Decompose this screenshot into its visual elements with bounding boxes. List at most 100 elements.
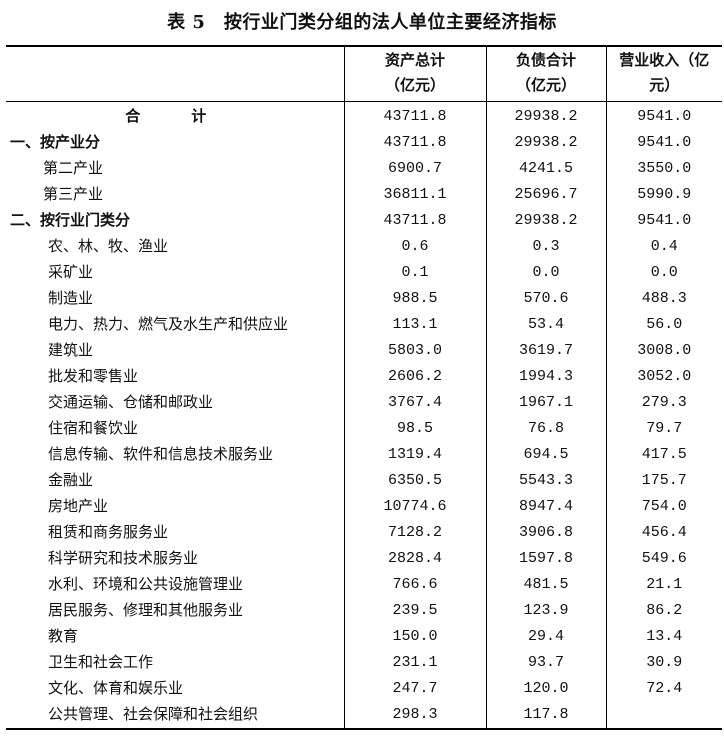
- row-label: 卫生和社会工作: [48, 655, 154, 671]
- table-row: 住宿和餐饮业 98.5 76.8 79.7: [6, 416, 722, 442]
- row-label: 租赁和商务服务业: [48, 525, 169, 541]
- cell-total-assets: 113.1: [343, 312, 486, 338]
- cell-total-assets: 150.0: [343, 624, 486, 650]
- cell-operating-revenue: 30.9: [605, 650, 722, 676]
- cell-operating-revenue: 9541.0: [605, 208, 722, 234]
- row-label: 房地产业: [48, 499, 109, 515]
- header-row: 资产总计 （亿元） 负债合计 （亿元） 营业收入（亿 元）: [6, 46, 722, 102]
- cell-operating-revenue: 0.4: [605, 234, 722, 260]
- cell-total-assets: 98.5: [343, 416, 486, 442]
- cell-total-assets: 298.3: [343, 702, 486, 729]
- cell-total-liabilities: 53.4: [485, 312, 606, 338]
- cell-total-assets: 36811.1: [343, 182, 486, 208]
- cell-total-liabilities: 481.5: [485, 572, 606, 598]
- table-row: 电力、热力、燃气及水生产和供应业 113.1 53.4 56.0: [6, 312, 722, 338]
- cell-total-liabilities: 29.4: [485, 624, 606, 650]
- table-row: 一、按产业分 43711.8 29938.2 9541.0: [6, 130, 722, 156]
- cell-operating-revenue: 9541.0: [605, 130, 722, 156]
- table-row: 建筑业 5803.0 3619.7 3008.0: [6, 338, 722, 364]
- cell-total-liabilities: 694.5: [485, 442, 606, 468]
- cell-total-liabilities: 76.8: [485, 416, 606, 442]
- row-label: 公共管理、社会保障和社会组织: [48, 707, 259, 723]
- row-label: 交通运输、仓储和邮政业: [48, 395, 214, 411]
- cell-operating-revenue: 3008.0: [605, 338, 722, 364]
- cell-operating-revenue: 72.4: [605, 676, 722, 702]
- row-label: 建筑业: [48, 343, 94, 359]
- table-row: 二、按行业门类分 43711.8 29938.2 9541.0: [6, 208, 722, 234]
- cell-total-liabilities: 8947.4: [485, 494, 606, 520]
- cell-total-liabilities: 1967.1: [485, 390, 606, 416]
- cell-operating-revenue: 279.3: [605, 390, 722, 416]
- cell-operating-revenue: 456.4: [605, 520, 722, 546]
- table-row: 水利、环境和公共设施管理业 766.6 481.5 21.1: [6, 572, 722, 598]
- table-row: 金融业 6350.5 5543.3 175.7: [6, 468, 722, 494]
- cell-total-assets: 247.7: [343, 676, 486, 702]
- table-row: 农、林、牧、渔业 0.6 0.3 0.4: [6, 234, 722, 260]
- cell-operating-revenue: [605, 702, 722, 729]
- row-label: 批发和零售业: [48, 369, 139, 385]
- cell-total-liabilities: 123.9: [485, 598, 606, 624]
- table-row: 批发和零售业 2606.2 1994.3 3052.0: [6, 364, 722, 390]
- cell-total-liabilities: 570.6: [485, 286, 606, 312]
- row-label: 文化、体育和娱乐业: [48, 681, 184, 697]
- row-label: 住宿和餐饮业: [48, 421, 139, 437]
- cell-total-assets: 2828.4: [343, 546, 486, 572]
- cell-total-assets: 43711.8: [343, 208, 486, 234]
- cell-total-assets: 2606.2: [343, 364, 486, 390]
- row-label: 农、林、牧、渔业: [48, 239, 169, 255]
- cell-total-liabilities: 93.7: [485, 650, 606, 676]
- row-label: 一、按产业分: [10, 135, 101, 151]
- cell-total-assets: 3767.4: [343, 390, 486, 416]
- cell-total-assets: 6900.7: [343, 156, 486, 182]
- cell-total-liabilities: 29938.2: [485, 130, 606, 156]
- table-row: 房地产业 10774.6 8947.4 754.0: [6, 494, 722, 520]
- cell-operating-revenue: 3550.0: [605, 156, 722, 182]
- table-row: 租赁和商务服务业 7128.2 3906.8 456.4: [6, 520, 722, 546]
- cell-operating-revenue: 754.0: [605, 494, 722, 520]
- economic-indicators-table: 资产总计 （亿元） 负债合计 （亿元） 营业收入（亿 元） 合 计 43711.8 299…: [6, 45, 722, 730]
- table-row: 文化、体育和娱乐业 247.7 120.0 72.4: [6, 676, 722, 702]
- header-operating-revenue: 营业收入（亿 元）: [605, 46, 722, 102]
- cell-operating-revenue: 175.7: [605, 468, 722, 494]
- cell-operating-revenue: 79.7: [605, 416, 722, 442]
- cell-total-assets: 239.5: [343, 598, 486, 624]
- cell-total-assets: 0.6: [343, 234, 486, 260]
- cell-total-assets: 10774.6: [343, 494, 486, 520]
- row-label: 居民服务、修理和其他服务业: [48, 603, 244, 619]
- table-row: 合 计 43711.8 29938.2 9541.0: [6, 101, 722, 130]
- cell-total-assets: 43711.8: [343, 130, 486, 156]
- cell-total-assets: 988.5: [343, 286, 486, 312]
- cell-operating-revenue: 21.1: [605, 572, 722, 598]
- row-label: 第二产业: [43, 161, 104, 177]
- row-label: 第三产业: [43, 187, 104, 203]
- table-title: 表 5 按行业门类分组的法人单位主要经济指标: [167, 12, 557, 33]
- cell-total-assets: 43711.8: [343, 101, 486, 130]
- table-row: 居民服务、修理和其他服务业 239.5 123.9 86.2: [6, 598, 722, 624]
- row-label: 二、按行业门类分: [10, 213, 131, 229]
- cell-operating-revenue: 3052.0: [605, 364, 722, 390]
- row-label: 合 计: [125, 109, 225, 125]
- row-label: 水利、环境和公共设施管理业: [48, 577, 244, 593]
- cell-total-assets: 231.1: [343, 650, 486, 676]
- table-row: 公共管理、社会保障和社会组织 298.3 117.8: [6, 702, 722, 729]
- cell-total-assets: 766.6: [343, 572, 486, 598]
- cell-operating-revenue: 5990.9: [605, 182, 722, 208]
- cell-operating-revenue: 549.6: [605, 546, 722, 572]
- row-label: 信息传输、软件和信息技术服务业: [48, 447, 274, 463]
- table-row: 制造业 988.5 570.6 488.3: [6, 286, 722, 312]
- cell-total-liabilities: 29938.2: [485, 101, 606, 130]
- cell-total-assets: 1319.4: [343, 442, 486, 468]
- table-row: 采矿业 0.1 0.0 0.0: [6, 260, 722, 286]
- header-total-liabilities: 负债合计 （亿元）: [485, 46, 606, 102]
- cell-operating-revenue: 9541.0: [605, 101, 722, 130]
- row-label: 电力、热力、燃气及水生产和供应业: [48, 317, 289, 333]
- cell-total-liabilities: 120.0: [485, 676, 606, 702]
- row-label: 采矿业: [48, 265, 94, 281]
- cell-total-assets: 6350.5: [343, 468, 486, 494]
- cell-total-liabilities: 0.3: [485, 234, 606, 260]
- header-blank: [6, 46, 344, 102]
- cell-operating-revenue: 86.2: [605, 598, 722, 624]
- cell-total-liabilities: 5543.3: [485, 468, 606, 494]
- cell-total-liabilities: 29938.2: [485, 208, 606, 234]
- cell-total-liabilities: 0.0: [485, 260, 606, 286]
